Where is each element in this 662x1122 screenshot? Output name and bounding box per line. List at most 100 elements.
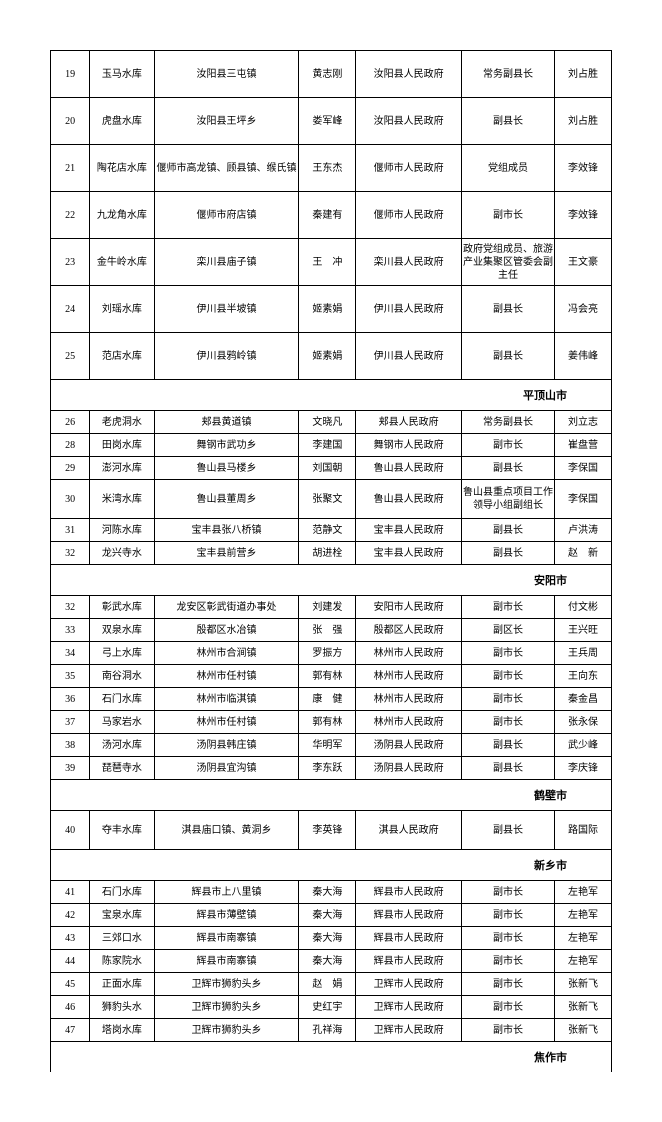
cell-person1: 姬素娟 [299,333,356,380]
cell-person2: 李效锋 [555,145,612,192]
table-row: 43三郊口水辉县市南寨镇秦大海辉县市人民政府副市长左艳军 [51,927,612,950]
cell-title: 副县长 [461,333,554,380]
cell-title: 副市长 [461,596,554,619]
cell-person2: 王文豪 [555,239,612,286]
table-row: 25范店水库伊川县鸦岭镇姬素娟伊川县人民政府副县长姜伟峰 [51,333,612,380]
section-header-row: 安阳市 [51,565,612,596]
cell-reservoir: 澎河水库 [90,457,154,480]
cell-person2: 姜伟峰 [555,333,612,380]
cell-index: 39 [51,757,90,780]
cell-reservoir: 龙兴寺水 [90,542,154,565]
cell-location: 辉县市南寨镇 [154,927,299,950]
table-row: 35南谷洞水林州市任村镇郭有林林州市人民政府副市长王向东 [51,665,612,688]
cell-person1: 秦大海 [299,950,356,973]
cell-location: 林州市任村镇 [154,665,299,688]
cell-title: 副市长 [461,665,554,688]
cell-location: 汤阴县宜沟镇 [154,757,299,780]
cell-government: 林州市人民政府 [356,688,462,711]
cell-location: 卫辉市狮豹头乡 [154,996,299,1019]
cell-title: 副市长 [461,688,554,711]
table-row: 45正面水库卫辉市狮豹头乡赵 娟卫辉市人民政府副市长张新飞 [51,973,612,996]
cell-index: 40 [51,811,90,850]
cell-reservoir: 弓上水库 [90,642,154,665]
cell-person2: 张永保 [555,711,612,734]
section-header-row: 平顶山市 [51,380,612,411]
cell-title: 副县长 [461,519,554,542]
cell-person1: 秦大海 [299,927,356,950]
cell-person2: 王兵周 [555,642,612,665]
cell-reservoir: 刘瑶水库 [90,286,154,333]
cell-title: 副市长 [461,434,554,457]
table-row: 36石门水库林州市临淇镇康 健林州市人民政府副市长秦金昌 [51,688,612,711]
table-row: 44陈家院水辉县市南寨镇秦大海辉县市人民政府副市长左艳军 [51,950,612,973]
cell-index: 32 [51,596,90,619]
section-header-row: 鹤壁市 [51,780,612,811]
cell-index: 20 [51,98,90,145]
cell-reservoir: 琵琶寺水 [90,757,154,780]
cell-reservoir: 金牛岭水库 [90,239,154,286]
cell-location: 卫辉市狮豹头乡 [154,1019,299,1042]
cell-person1: 华明军 [299,734,356,757]
section-header: 新乡市 [51,850,612,881]
cell-government: 偃师市人民政府 [356,192,462,239]
table-row: 39琵琶寺水汤阴县宜沟镇李东跃汤阴县人民政府副县长李庆锋 [51,757,612,780]
cell-reservoir: 双泉水库 [90,619,154,642]
cell-title: 政府党组成员、旅游产业集聚区管委会副主任 [461,239,554,286]
cell-index: 19 [51,51,90,98]
cell-reservoir: 汤河水库 [90,734,154,757]
cell-index: 38 [51,734,90,757]
cell-location: 偃师市府店镇 [154,192,299,239]
cell-government: 鲁山县人民政府 [356,457,462,480]
cell-person2: 左艳军 [555,904,612,927]
cell-reservoir: 彰武水库 [90,596,154,619]
cell-location: 卫辉市狮豹头乡 [154,973,299,996]
cell-person2: 张新飞 [555,1019,612,1042]
cell-person1: 孔祥海 [299,1019,356,1042]
cell-title: 副县长 [461,757,554,780]
cell-reservoir: 塔岗水库 [90,1019,154,1042]
cell-government: 郏县人民政府 [356,411,462,434]
cell-location: 伊川县半坡镇 [154,286,299,333]
cell-index: 45 [51,973,90,996]
cell-person1: 李建国 [299,434,356,457]
cell-title: 常务副县长 [461,51,554,98]
cell-person2: 李庆锋 [555,757,612,780]
cell-reservoir: 范店水库 [90,333,154,380]
table-row: 23金牛岭水库栾川县庙子镇王 冲栾川县人民政府政府党组成员、旅游产业集聚区管委会… [51,239,612,286]
cell-person2: 刘占胜 [555,98,612,145]
cell-government: 辉县市人民政府 [356,881,462,904]
cell-government: 舞钢市人民政府 [356,434,462,457]
table-row: 30米湾水库鲁山县董周乡张聚文鲁山县人民政府鲁山县重点项目工作领导小组副组长李保… [51,480,612,519]
cell-government: 林州市人民政府 [356,665,462,688]
cell-person2: 刘占胜 [555,51,612,98]
table-row: 24刘瑶水库伊川县半坡镇姬素娟伊川县人民政府副县长冯会亮 [51,286,612,333]
cell-reservoir: 夺丰水库 [90,811,154,850]
cell-person1: 范静文 [299,519,356,542]
cell-person1: 王东杰 [299,145,356,192]
cell-title: 副市长 [461,881,554,904]
cell-government: 安阳市人民政府 [356,596,462,619]
section-header: 焦作市 [51,1042,612,1073]
section-header-row: 新乡市 [51,850,612,881]
table-row: 28田岗水库舞钢市武功乡李建国舞钢市人民政府副市长崔盘营 [51,434,612,457]
cell-person1: 刘建发 [299,596,356,619]
cell-location: 宝丰县前营乡 [154,542,299,565]
cell-location: 偃师市高龙镇、顾县镇、缑氏镇 [154,145,299,192]
cell-index: 23 [51,239,90,286]
cell-reservoir: 米湾水库 [90,480,154,519]
cell-government: 伊川县人民政府 [356,333,462,380]
cell-government: 辉县市人民政府 [356,927,462,950]
cell-location: 汝阳县三屯镇 [154,51,299,98]
cell-reservoir: 陈家院水 [90,950,154,973]
cell-person1: 张 强 [299,619,356,642]
cell-location: 郏县黄道镇 [154,411,299,434]
table-row: 33双泉水库殷都区水冶镇张 强殷都区人民政府副区长王兴旺 [51,619,612,642]
cell-location: 宝丰县张八桥镇 [154,519,299,542]
cell-title: 副市长 [461,1019,554,1042]
section-header-row: 焦作市 [51,1042,612,1073]
cell-index: 29 [51,457,90,480]
cell-person2: 张新飞 [555,973,612,996]
table-row: 32龙兴寺水宝丰县前营乡胡进栓宝丰县人民政府副县长赵 新 [51,542,612,565]
cell-person1: 刘国朝 [299,457,356,480]
cell-location: 鲁山县董周乡 [154,480,299,519]
